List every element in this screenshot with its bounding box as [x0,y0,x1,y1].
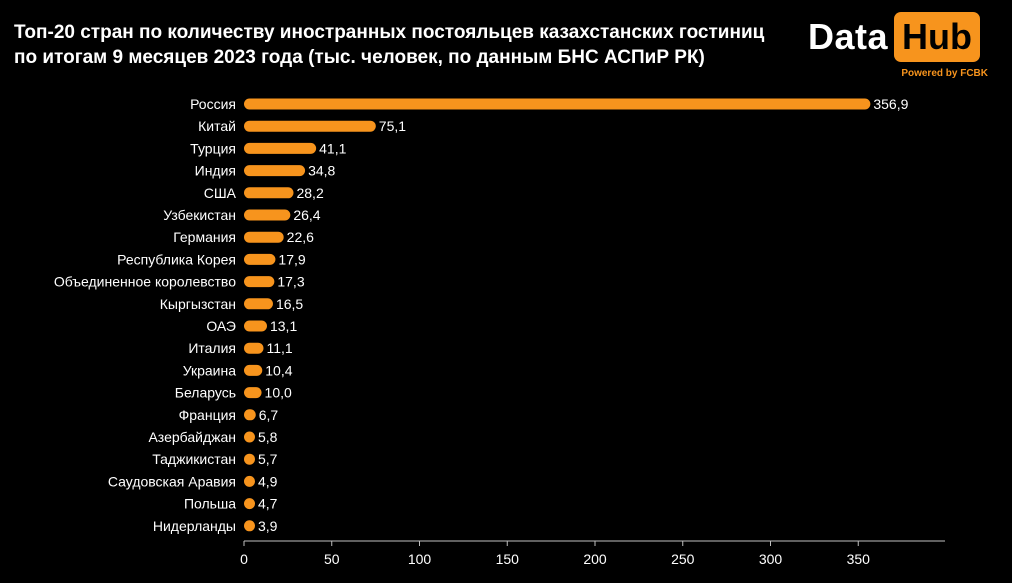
bar [244,253,276,265]
category-label: ОАЭ [206,318,236,334]
category-label: Китай [198,118,236,134]
category-label: Саудовская Аравия [108,473,236,489]
x-tick-label: 300 [759,551,783,567]
value-label: 356,9 [873,96,908,112]
bar [244,165,306,177]
category-label: Индия [195,163,236,179]
value-label: 5,8 [258,429,278,445]
category-label: Италия [188,340,236,356]
bar [244,342,264,354]
bar [244,475,255,487]
x-tick-label: 200 [583,551,607,567]
category-label: Таджикистан [152,451,236,467]
category-label: Азербайджан [148,429,236,445]
category-label: Турция [190,140,236,156]
value-label: 13,1 [270,318,297,334]
x-tick-label: 350 [847,551,871,567]
category-label: Беларусь [175,385,236,401]
bar [244,431,255,443]
bar [244,298,273,310]
bar [244,98,871,110]
bar [244,364,263,376]
value-label: 41,1 [319,140,346,156]
bar [244,276,275,288]
value-label: 22,6 [287,229,314,245]
category-label: Польша [184,496,236,512]
bar [244,520,255,532]
category-label: Россия [190,96,236,112]
bar [244,209,291,221]
datahub-logo: Data Hub Powered by FCBK [808,11,992,83]
x-tick-label: 250 [671,551,695,567]
category-label: США [204,185,237,201]
logo-hub-badge: Hub [894,12,981,62]
bar [244,142,317,154]
value-label: 6,7 [259,407,279,423]
category-label: Франция [179,407,236,423]
category-label: Объединенное королевство [54,274,236,290]
value-label: 3,9 [258,518,278,534]
value-label: 4,7 [258,496,278,512]
category-label: Германия [173,229,236,245]
value-label: 11,1 [266,340,292,356]
value-label: 10,0 [265,385,292,401]
x-tick-label: 50 [324,551,340,567]
x-tick-label: 150 [496,551,520,567]
x-tick-label: 100 [408,551,432,567]
bar [244,453,255,465]
x-tick-label: 0 [240,551,248,567]
value-label: 28,2 [296,185,323,201]
logo-powered-by: Powered by FCBK [901,68,988,79]
bar [244,409,256,421]
value-label: 26,4 [293,207,320,223]
bar [244,387,262,399]
value-label: 17,9 [278,251,305,267]
bar [244,120,376,132]
chart-title-line-2: по итогам 9 месяцев 2023 года (тыс. чело… [14,47,705,68]
chart-title: Топ-20 стран по количеству иностранных п… [14,20,804,70]
bar [244,498,255,510]
logo-data-text: Data [808,16,889,57]
bar [244,320,267,332]
value-label: 4,9 [258,473,278,489]
category-label: Узбекистан [163,207,236,223]
value-label: 75,1 [379,118,406,134]
bar [244,187,294,199]
category-label: Республика Корея [117,251,236,267]
category-label: Украина [183,362,237,378]
bar [244,231,284,243]
value-label: 5,7 [258,451,278,467]
chart-title-line-1: Топ-20 стран по количеству иностранных п… [14,22,765,43]
value-label: 16,5 [276,296,303,312]
value-label: 17,3 [277,274,304,290]
value-label: 10,4 [265,362,292,378]
value-label: 34,8 [308,163,335,179]
category-label: Кыргызстан [160,296,236,312]
category-label: Нидерланды [153,518,236,534]
